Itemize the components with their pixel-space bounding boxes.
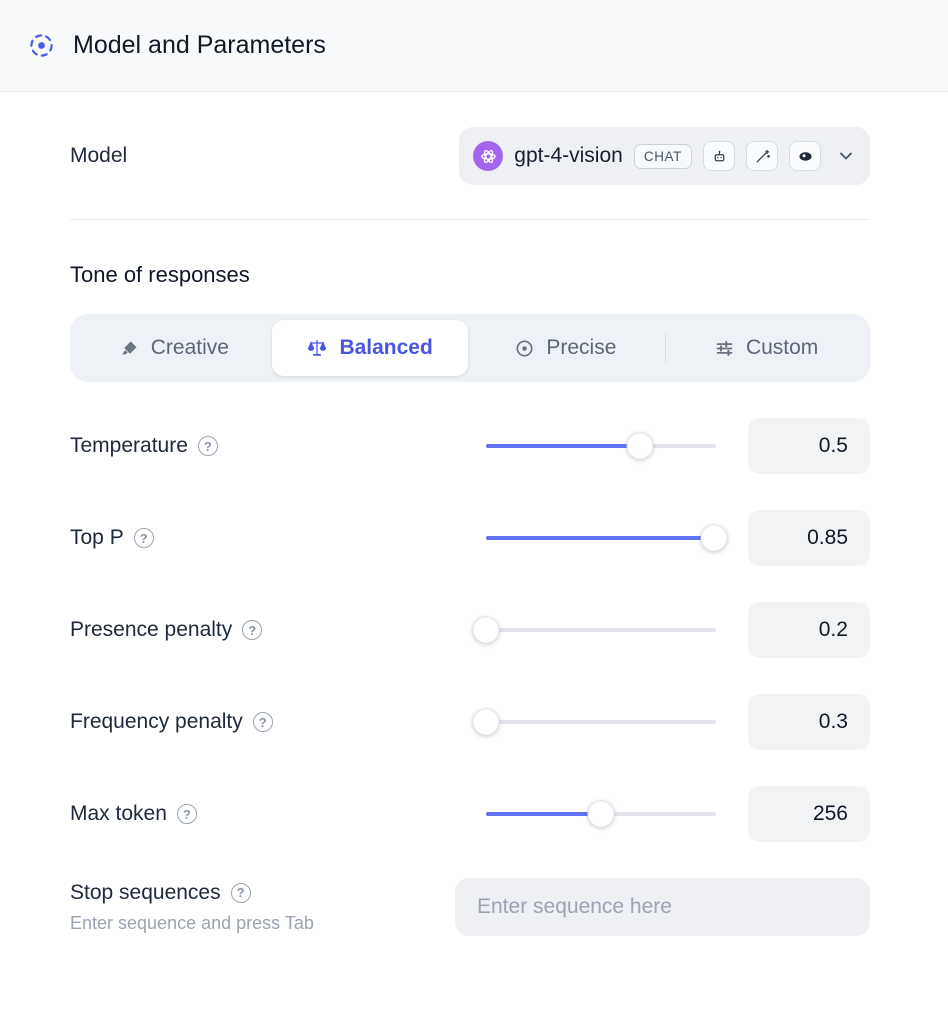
robot-icon (711, 148, 728, 165)
max-token-value[interactable]: 256 (748, 786, 870, 842)
tone-option-label: Balanced (339, 336, 433, 359)
section-divider (70, 219, 870, 220)
param-row-top-p: Top P ? 0.85 (70, 510, 870, 566)
slider-fill (486, 444, 641, 448)
page-title: Model and Parameters (73, 31, 326, 59)
slider-thumb[interactable] (626, 432, 654, 460)
slider-thumb[interactable] (472, 708, 500, 736)
stop-sequences-hint: Enter sequence and press Tab (70, 912, 314, 933)
panel-body: Model gpt-4-vision CHAT (0, 92, 948, 1012)
segment-divider (665, 334, 667, 362)
chevron-down-icon (836, 146, 856, 166)
top-p-slider[interactable] (486, 510, 728, 566)
help-icon[interactable]: ? (176, 804, 197, 824)
slider-fill (486, 812, 601, 816)
tone-option-custom[interactable]: Custom (668, 320, 864, 376)
temperature-value[interactable]: 0.5 (748, 418, 870, 474)
temperature-slider[interactable] (486, 418, 716, 474)
presence-penalty-slider[interactable] (472, 602, 716, 658)
presence-penalty-value[interactable]: 0.2 (748, 602, 870, 658)
tone-option-label: Precise (546, 336, 617, 359)
stop-sequences-label: Stop sequences (70, 880, 221, 904)
help-icon[interactable]: ? (242, 620, 263, 640)
slider-track (486, 628, 716, 632)
stop-sequence-input[interactable] (455, 878, 870, 936)
stop-sequences-row: Stop sequences ? Enter sequence and pres… (70, 878, 870, 936)
param-label: Temperature (70, 434, 188, 457)
vision-icon (797, 148, 814, 165)
param-label: Frequency penalty (70, 710, 243, 733)
param-row-max-token: Max token ? 256 (70, 786, 870, 842)
param-row-temperature: Temperature ? 0.5 (70, 418, 870, 474)
help-icon[interactable]: ? (252, 712, 273, 732)
precise-icon (514, 338, 535, 359)
slider-thumb[interactable] (472, 616, 500, 644)
param-row-presence-penalty: Presence penalty ? 0.2 (70, 602, 870, 658)
slider-thumb[interactable] (700, 524, 728, 552)
frequency-penalty-slider[interactable] (472, 694, 716, 750)
tone-option-creative[interactable]: Creative (76, 320, 272, 376)
openai-logo (473, 141, 504, 171)
brush-icon (119, 338, 140, 359)
wand-icon (754, 148, 771, 165)
model-select-dropdown[interactable]: gpt-4-vision CHAT (459, 127, 870, 185)
tone-option-precise[interactable]: Precise (468, 320, 664, 376)
top-p-value[interactable]: 0.85 (748, 510, 870, 566)
tone-heading: Tone of responses (70, 262, 250, 287)
model-scan-icon (28, 32, 55, 59)
selected-model-name: gpt-4-vision (514, 144, 623, 167)
slider-track (486, 720, 716, 724)
help-icon[interactable]: ? (230, 882, 251, 903)
max-token-slider[interactable] (486, 786, 716, 842)
slider-thumb[interactable] (587, 800, 615, 828)
sliders-icon (714, 338, 735, 359)
param-row-frequency-penalty: Frequency penalty ? 0.3 (70, 694, 870, 750)
frequency-penalty-value[interactable]: 0.3 (748, 694, 870, 750)
tone-segmented-control: Creative Balanced (70, 314, 870, 382)
model-type-badge: CHAT (633, 143, 692, 169)
panel-header: Model and Parameters (0, 0, 948, 92)
help-icon[interactable]: ? (197, 436, 218, 456)
wand-capability-chip (746, 141, 778, 171)
param-label: Top P (70, 526, 124, 549)
help-icon[interactable]: ? (133, 528, 154, 548)
scales-icon (306, 337, 328, 359)
model-label: Model (70, 144, 128, 167)
param-label: Max token (70, 802, 167, 825)
robot-capability-chip (703, 141, 735, 171)
param-label: Presence penalty (70, 618, 233, 641)
tone-option-balanced[interactable]: Balanced (271, 320, 468, 376)
tone-option-label: Custom (745, 336, 819, 359)
model-row: Model gpt-4-vision CHAT (70, 127, 870, 185)
slider-fill (486, 536, 714, 540)
vision-capability-chip (789, 141, 821, 171)
tone-option-label: Creative (150, 336, 229, 359)
